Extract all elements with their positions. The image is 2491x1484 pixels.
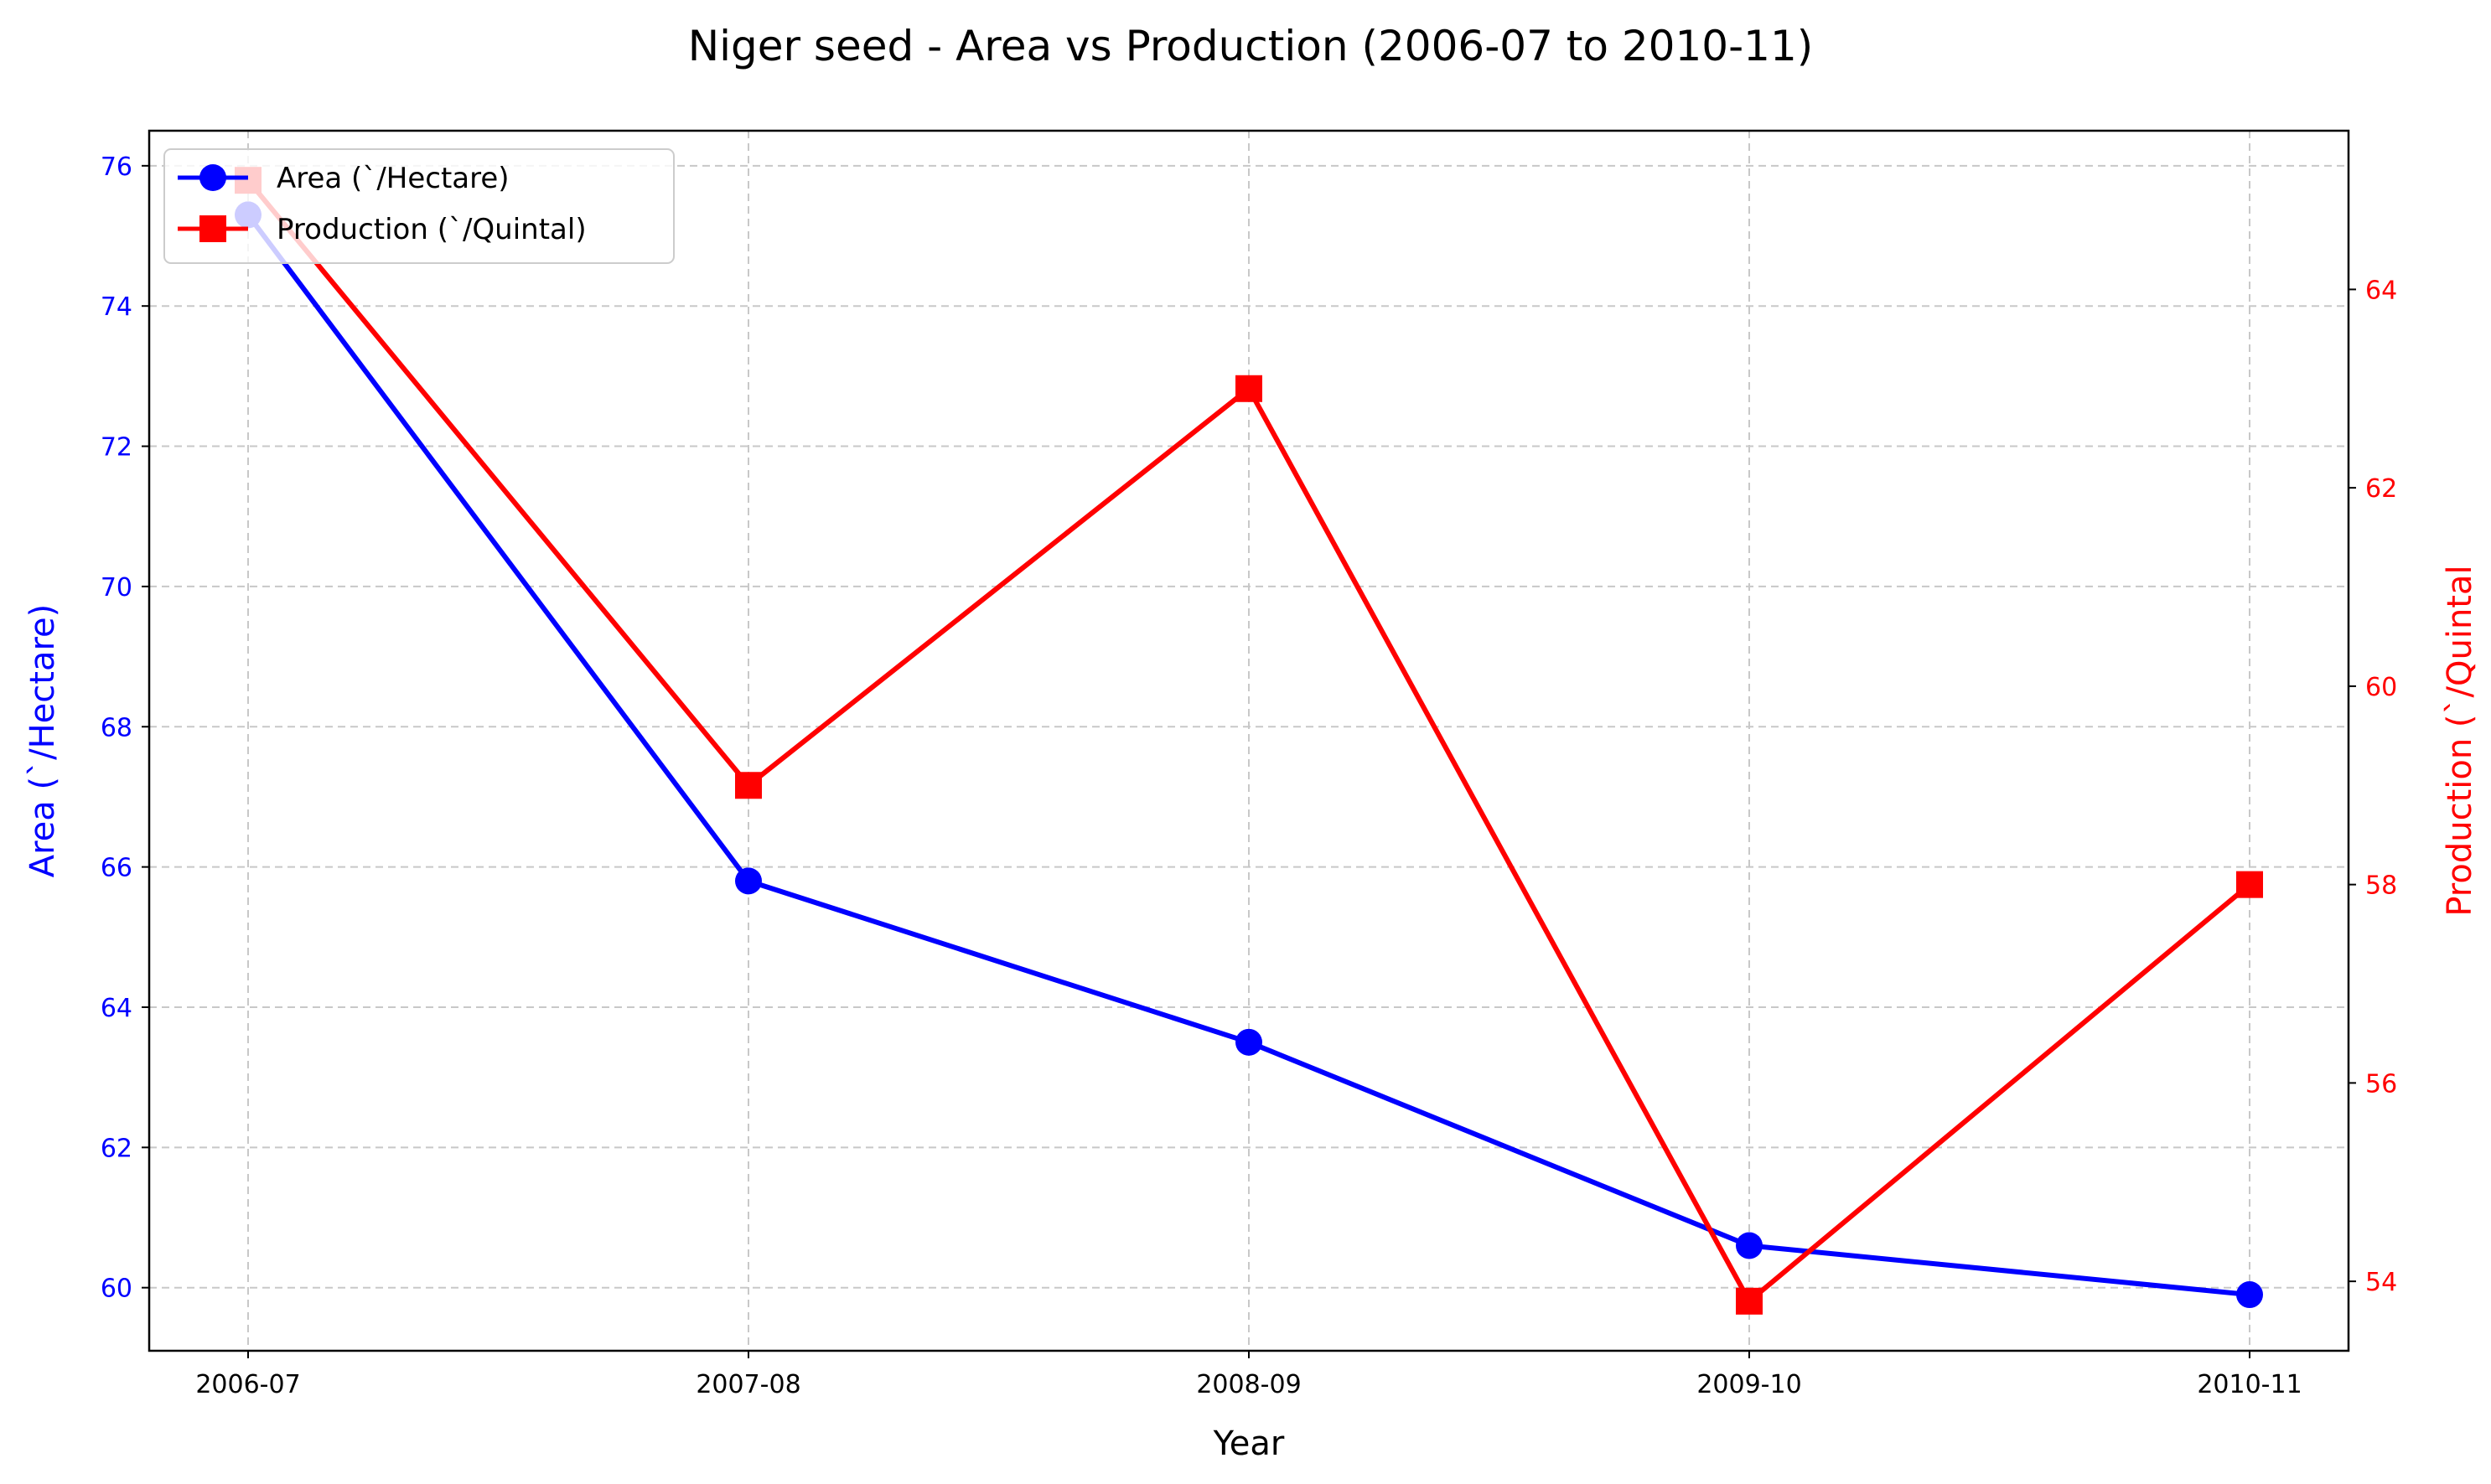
y-left-tick-label: 64 — [101, 994, 132, 1023]
data-point-area — [2236, 1281, 2263, 1309]
data-point-area — [1235, 1028, 1262, 1056]
data-point-area — [1736, 1232, 1763, 1259]
y-left-tick-label: 62 — [101, 1134, 132, 1163]
y-left-tick-label: 60 — [101, 1275, 132, 1304]
y-left-tick-label: 66 — [101, 854, 132, 883]
y-right-tick-label: 62 — [2365, 474, 2397, 504]
axes: 2006-07 2007-08 2008-09 2009-10 2010-11 60 62 6… — [101, 153, 2397, 1399]
x-tick-label: 2009-10 — [1696, 1370, 1801, 1399]
y-right-tick-label: 56 — [2365, 1069, 2397, 1099]
y-right-tick-label: 64 — [2365, 276, 2397, 305]
data-point-area — [735, 867, 762, 895]
y-right-axis-title: Production (`/Quintal — [2441, 565, 2479, 916]
y-left-tick-label: 68 — [101, 713, 132, 742]
y-right-tick-label: 58 — [2365, 871, 2397, 901]
x-axis-title: Year — [1213, 1425, 1285, 1463]
legend-box — [163, 148, 675, 264]
data-point-production — [1235, 375, 1262, 402]
legend-marker-production — [199, 215, 226, 242]
chart-title: Niger seed - Area vs Production (2006-07… — [688, 22, 1814, 70]
x-tick-label: 2007-08 — [696, 1370, 800, 1399]
y-left-axis-title: Area (`/Hectare) — [23, 604, 62, 878]
x-tick-label: 2008-09 — [1196, 1370, 1301, 1399]
x-tick-label: 2010-11 — [2197, 1370, 2302, 1399]
y-left-tick-label: 74 — [101, 292, 132, 322]
legend: Area (`/Hectare) Production (`/Quintal) — [163, 148, 675, 264]
data-point-production — [1736, 1287, 1763, 1315]
data-point-production — [2236, 871, 2263, 898]
y-right-tick-label: 60 — [2365, 673, 2397, 702]
legend-marker-area — [199, 164, 226, 191]
y-left-tick-label: 76 — [101, 153, 132, 182]
y-left-tick-label: 72 — [101, 433, 132, 463]
legend-label-area: Area (`/Hectare) — [277, 162, 510, 195]
legend-label-production: Production (`/Quintal) — [277, 213, 587, 246]
data-point-production — [735, 772, 762, 799]
y-left-tick-label: 70 — [101, 573, 132, 602]
y-right-tick-label: 54 — [2365, 1268, 2397, 1297]
x-tick-label: 2006-07 — [195, 1370, 300, 1399]
